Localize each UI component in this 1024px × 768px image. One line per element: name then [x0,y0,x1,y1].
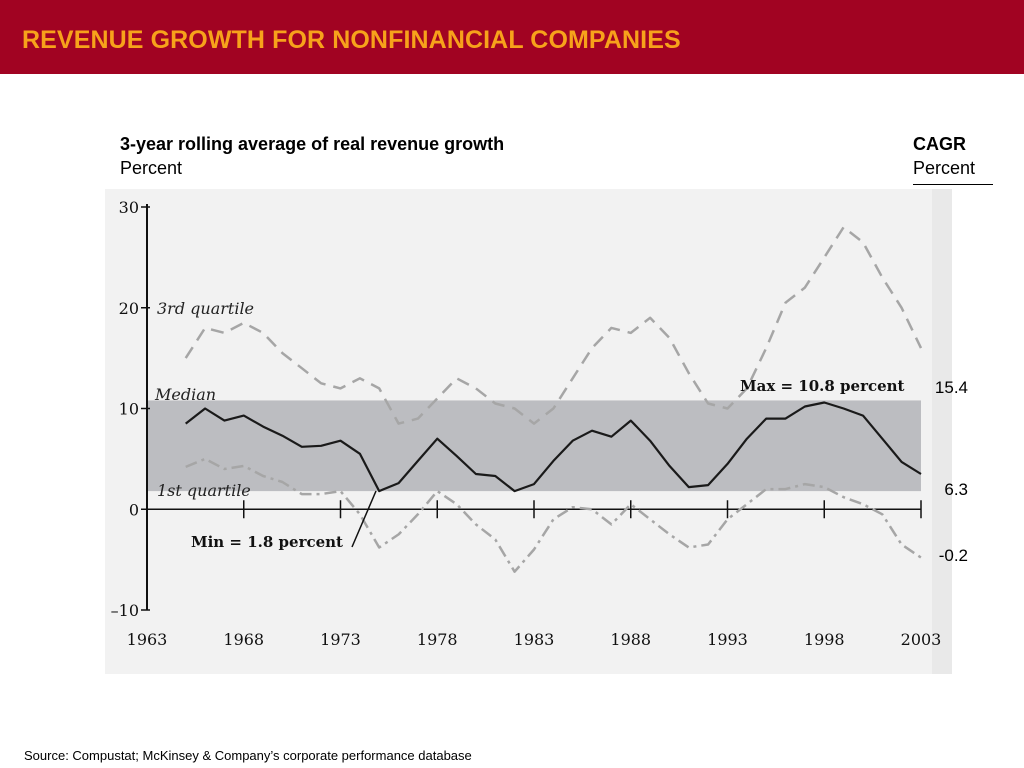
x-tick-label: 1973 [320,630,361,649]
y-tick-label: 0 [129,500,139,519]
annotation-median: Median [154,385,216,404]
y-tick-label: 10 [119,400,139,419]
annotation-min-leader [351,490,377,548]
cagr-value-3rd-quartile: 15.4 [934,378,968,397]
annotation-min: Min = 1.8 percent [191,533,343,551]
annotation-max: Max = 10.8 percent [740,377,905,395]
right-strip [932,189,952,674]
series-line-1st-quartile [185,457,922,573]
header-bar: REVENUE GROWTH FOR NONFINANCIAL COMPANIE… [0,0,1024,74]
cagr-unit-label: Percent [913,158,976,178]
annotation-3rd-quartile: 3rd quartile [157,299,254,318]
cagr-value-median: 6.3 [944,480,968,499]
x-tick-label: 1998 [804,630,845,649]
series-line-median [185,401,922,493]
x-tick-label: 2003 [901,630,942,649]
x-tick-label: 1978 [417,630,458,649]
cagr-divider [913,184,993,185]
y-tick-label: –10 [111,601,139,620]
axes: 30 20 10 0 –10 1963 1968 1973 1978 1983 1988 1993 19… [111,198,942,649]
x-tick-label: 1988 [610,630,651,649]
y-tick-label: 30 [119,198,139,217]
annotations: 3rd quartile Median 1st quartile Max = 1… [154,299,905,551]
cagr-value-1st-quartile: -0.2 [938,546,968,565]
x-tick-label: 1968 [223,630,264,649]
cagr-title: CAGR [913,134,966,154]
x-tick-label: 1993 [707,630,748,649]
annotation-1st-quartile: 1st quartile [157,481,251,500]
chart-title: 3-year rolling average of real revenue g… [120,134,505,154]
chart-unit-label: Percent [120,158,183,178]
series-line-3rd-quartile [184,225,923,425]
y-tick-label: 20 [119,299,139,318]
x-tick-label: 1963 [127,630,168,649]
x-tick-label: 1983 [514,630,555,649]
source-note: Source: Compustat; McKinsey & Company’s … [24,748,472,763]
min-max-band [147,400,921,492]
page-title: REVENUE GROWTH FOR NONFINANCIAL COMPANIE… [22,26,681,54]
series-layer [184,225,923,573]
